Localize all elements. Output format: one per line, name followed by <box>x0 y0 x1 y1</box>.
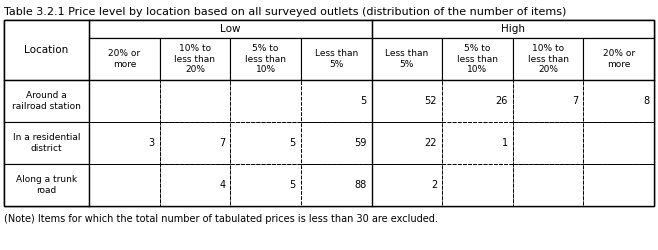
Bar <box>442 164 513 206</box>
Bar <box>372 20 654 38</box>
Text: (Note) Items for which the total number of tabulated prices is less than 30 are : (Note) Items for which the total number … <box>4 214 438 224</box>
Bar <box>372 164 442 206</box>
Bar <box>372 38 442 80</box>
Text: 5: 5 <box>290 180 296 190</box>
Bar <box>442 80 513 122</box>
Text: 2: 2 <box>431 180 437 190</box>
Bar <box>584 38 654 80</box>
Text: 3: 3 <box>149 138 155 148</box>
Bar <box>230 80 301 122</box>
Text: Around a
railroad station: Around a railroad station <box>12 91 81 111</box>
Text: 20% or
more: 20% or more <box>603 49 635 69</box>
Text: High: High <box>501 24 524 34</box>
Text: 88: 88 <box>354 180 367 190</box>
Text: Less than
5%: Less than 5% <box>385 49 428 69</box>
Bar <box>89 164 160 206</box>
Text: 1: 1 <box>501 138 508 148</box>
Bar <box>230 164 301 206</box>
Text: Location: Location <box>24 45 68 55</box>
Bar <box>4 20 654 206</box>
Bar <box>301 80 372 122</box>
Bar <box>442 122 513 164</box>
Text: 52: 52 <box>424 96 437 106</box>
Bar <box>442 38 513 80</box>
Text: 10% to
less than
20%: 10% to less than 20% <box>528 44 569 74</box>
Text: 5: 5 <box>360 96 367 106</box>
Bar <box>372 80 442 122</box>
Text: In a residential
district: In a residential district <box>13 133 80 153</box>
Text: Table 3.2.1 Price level by location based on all surveyed outlets (distribution : Table 3.2.1 Price level by location base… <box>4 7 567 17</box>
Bar <box>4 122 89 164</box>
Text: 59: 59 <box>354 138 367 148</box>
Bar <box>513 122 584 164</box>
Bar <box>89 80 160 122</box>
Bar <box>230 38 301 80</box>
Bar <box>584 122 654 164</box>
Text: 7: 7 <box>572 96 578 106</box>
Bar <box>4 164 89 206</box>
Bar <box>160 164 230 206</box>
Text: Low: Low <box>220 24 241 34</box>
Text: 22: 22 <box>424 138 437 148</box>
Bar <box>160 80 230 122</box>
Bar <box>230 122 301 164</box>
Bar <box>4 20 89 80</box>
Bar <box>301 164 372 206</box>
Text: Less than
5%: Less than 5% <box>315 49 358 69</box>
Bar <box>584 80 654 122</box>
Bar <box>372 122 442 164</box>
Bar <box>513 38 584 80</box>
Bar <box>584 164 654 206</box>
Bar <box>160 122 230 164</box>
Text: 26: 26 <box>495 96 508 106</box>
Text: 4: 4 <box>219 180 225 190</box>
Bar <box>513 164 584 206</box>
Bar <box>89 122 160 164</box>
Bar <box>160 38 230 80</box>
Text: 5% to
less than
10%: 5% to less than 10% <box>457 44 498 74</box>
Bar <box>301 122 372 164</box>
Bar <box>89 38 160 80</box>
Bar <box>301 38 372 80</box>
Text: 10% to
less than
20%: 10% to less than 20% <box>174 44 215 74</box>
Bar <box>4 80 89 122</box>
Text: 8: 8 <box>643 96 649 106</box>
Text: 20% or
more: 20% or more <box>109 49 140 69</box>
Text: 5% to
less than
10%: 5% to less than 10% <box>245 44 286 74</box>
Bar <box>513 80 584 122</box>
Text: 5: 5 <box>290 138 296 148</box>
Text: 7: 7 <box>219 138 225 148</box>
Bar <box>89 20 372 38</box>
Text: Along a trunk
road: Along a trunk road <box>16 175 77 195</box>
Bar <box>4 20 654 206</box>
